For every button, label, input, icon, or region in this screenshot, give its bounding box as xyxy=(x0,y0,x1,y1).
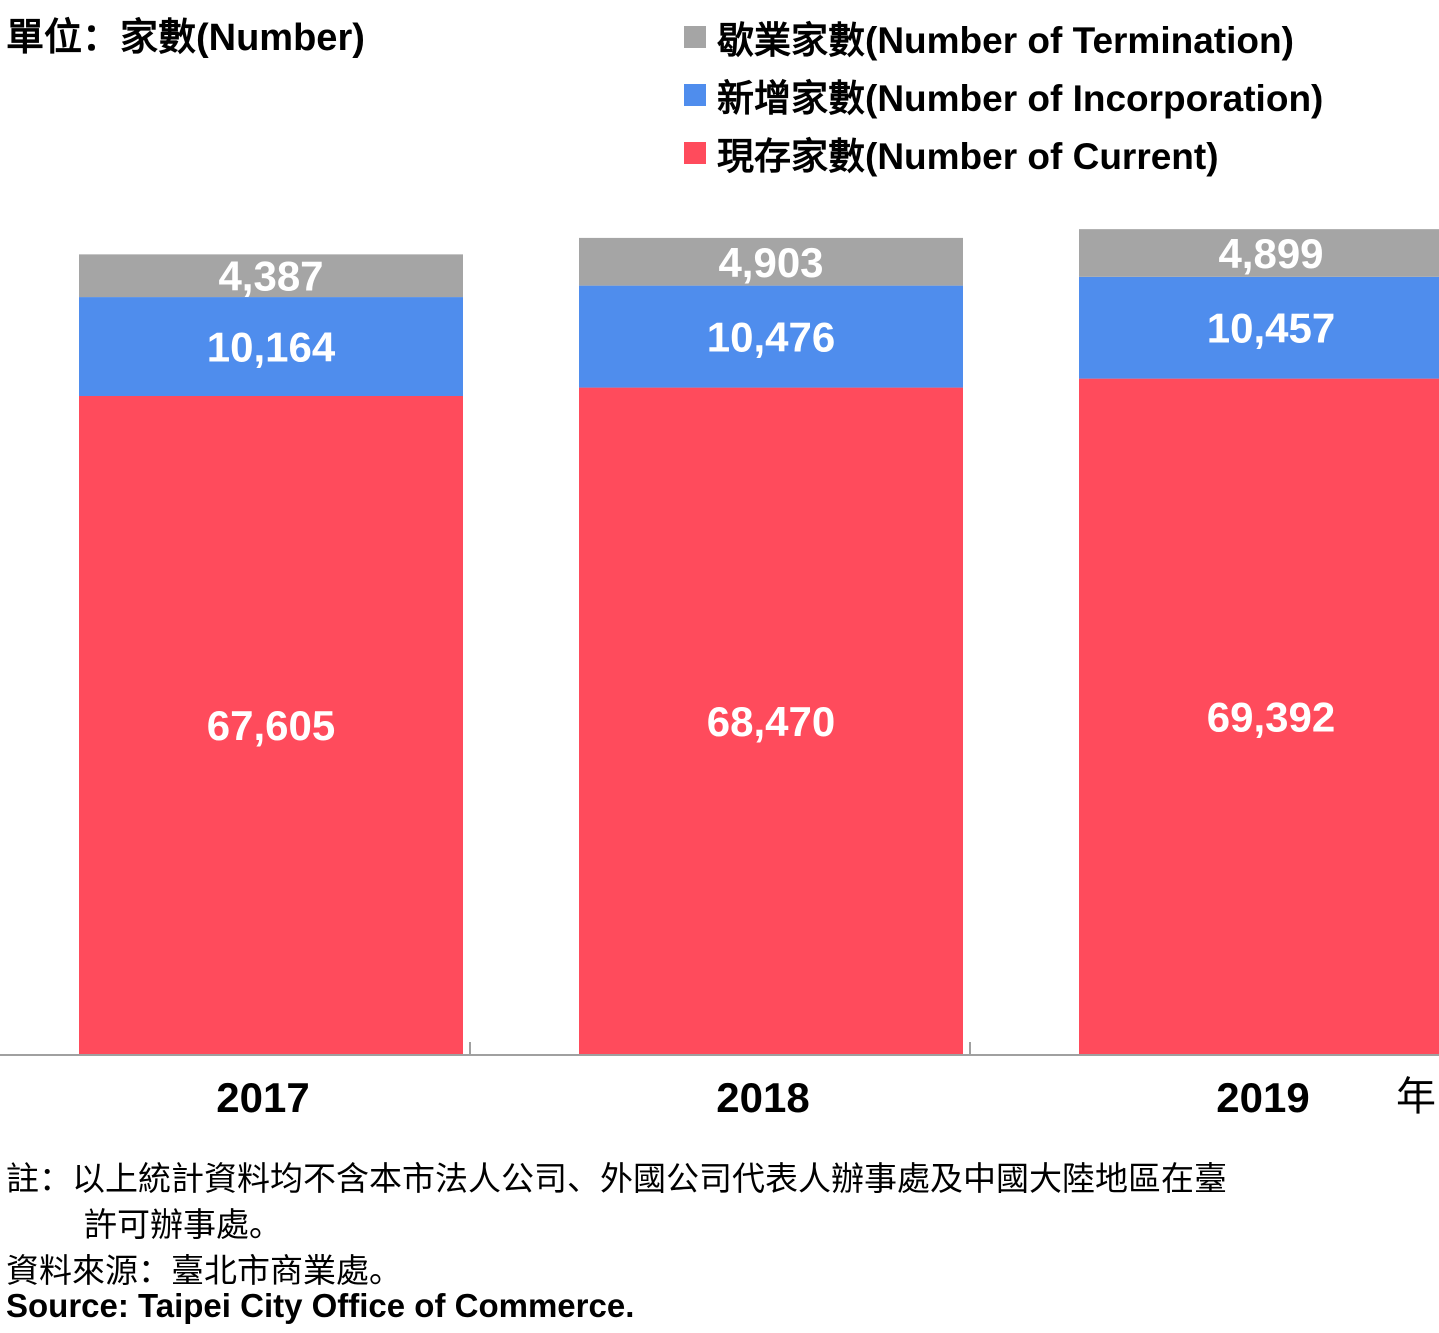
source-en: Source: Taipei City Office of Commerce. xyxy=(6,1287,635,1324)
data-label-2018-series-2: 4,903 xyxy=(718,239,823,286)
data-label-2018-series-1: 10,476 xyxy=(707,314,835,361)
x-tick-label-2017: 2017 xyxy=(216,1074,309,1121)
unit-label: 單位：家數(Number) xyxy=(6,17,365,59)
note-line-1: 註：以上統計資料均不含本市法人公司、外國公司代表人辦事處及中國大陸地區在臺 xyxy=(6,1160,1227,1197)
legend-item-incorporation: 新增家數(Number of Incorporation) xyxy=(684,66,1323,124)
data-label-2019-series-0: 69,392 xyxy=(1207,693,1335,740)
legend-swatch-termination xyxy=(684,26,706,48)
x-tick-label-2018: 2018 xyxy=(716,1074,809,1121)
x-tick-label-2019: 2019 xyxy=(1216,1074,1309,1121)
legend-item-termination: 歇業家數(Number of Termination) xyxy=(684,8,1323,66)
data-label-2017-series-1: 10,164 xyxy=(207,324,336,371)
bar-2019-series-0 xyxy=(1079,378,1439,1054)
legend-swatch-incorporation xyxy=(684,84,706,106)
x-axis-unit: 年 xyxy=(1396,1075,1436,1119)
stacked-bar-chart: 67,605 10,164 4,387 2017 68,470 10,476 4,903 20… xyxy=(0,229,1439,1121)
bar-2018-series-2 xyxy=(579,237,963,286)
bar-2018-series-1 xyxy=(579,285,963,388)
legend-label-termination: 歇業家數(Number of Termination) xyxy=(717,20,1294,61)
bar-2019-series-1 xyxy=(1079,276,1439,379)
data-label-2018-series-0: 68,470 xyxy=(707,698,835,745)
note-line-2: 許可辦事處。 xyxy=(84,1206,282,1243)
bar-2019-series-2 xyxy=(1079,229,1439,277)
data-label-2019-series-1: 10,457 xyxy=(1207,305,1335,352)
legend-label-current: 現存家數(Number of Current) xyxy=(717,136,1219,177)
bar-2018-series-0 xyxy=(579,387,963,1055)
legend-label-incorporation: 新增家數(Number of Incorporation) xyxy=(717,78,1324,119)
legend-swatch-current xyxy=(684,142,706,164)
legend-item-current: 現存家數(Number of Current) xyxy=(684,124,1323,182)
data-label-2019-series-2: 4,899 xyxy=(1218,230,1323,277)
bar-2017-series-2 xyxy=(79,254,463,298)
source-zh: 資料來源：臺北市商業處。 xyxy=(6,1252,402,1289)
data-label-2017-series-2: 4,387 xyxy=(218,253,323,300)
bar-2017-series-0 xyxy=(79,396,463,1054)
chart-legend: 歇業家數(Number of Termination) 新增家數(Number … xyxy=(684,8,1323,182)
bar-2017-series-1 xyxy=(79,297,463,396)
data-label-2017-series-0: 67,605 xyxy=(207,702,335,749)
